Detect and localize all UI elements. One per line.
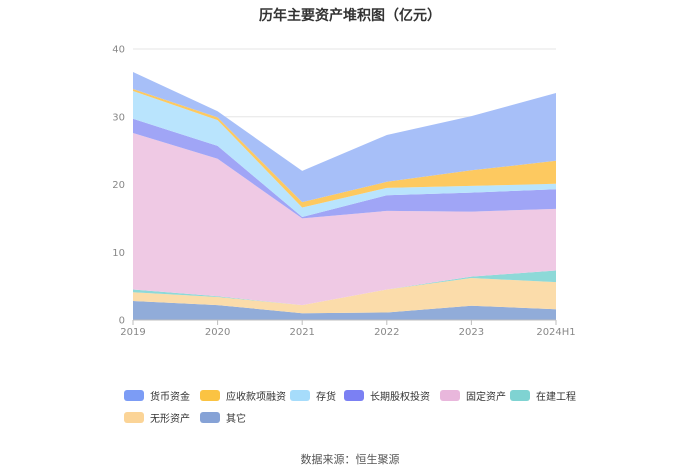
area-series (133, 133, 556, 306)
legend-item-other[interactable]: 其它 (200, 410, 246, 425)
x-tick-label: 2019 (120, 327, 145, 338)
legend-swatch (290, 390, 310, 401)
legend-label: 在建工程 (536, 392, 576, 403)
x-tick-label: 2020 (205, 327, 230, 338)
x-tick-label: 2022 (374, 327, 399, 338)
legend-label: 应收款项融资 (226, 392, 286, 403)
legend-swatch (200, 390, 220, 401)
legend-swatch (344, 390, 364, 401)
y-tick-label: 20 (112, 180, 125, 191)
legend-item-intangible[interactable]: 无形资产 (124, 410, 190, 425)
legend-swatch (124, 412, 144, 423)
legend-item-long-term-equity[interactable]: 长期股权投资 (344, 388, 430, 403)
x-tick-label: 2024H1 (536, 327, 575, 338)
chart-title: 历年主要资产堆积图（亿元） (259, 8, 441, 24)
area-series (133, 89, 556, 208)
legend-swatch (440, 390, 460, 401)
data-source: 数据来源：恒生聚源 (300, 453, 400, 466)
legend-swatch (124, 390, 144, 401)
y-tick-label: 0 (119, 316, 125, 327)
legend-item-cash[interactable]: 货币资金 (124, 388, 190, 403)
legend-label: 其它 (226, 414, 246, 425)
y-tick-label: 10 (112, 248, 125, 259)
area-series (133, 301, 556, 320)
legend-label: 货币资金 (150, 392, 190, 403)
y-tick-label: 30 (112, 112, 125, 123)
y-tick-label: 40 (112, 45, 125, 56)
legend-item-receivables-financing[interactable]: 应收款项融资 (200, 388, 286, 403)
legend-item-construction[interactable]: 在建工程 (510, 388, 576, 403)
x-tick-label: 2023 (459, 327, 484, 338)
area-series (133, 118, 556, 219)
x-tick-label: 2021 (289, 327, 314, 338)
legend-item-inventory[interactable]: 存货 (290, 388, 336, 403)
legend-label: 长期股权投资 (370, 392, 430, 403)
area-series (133, 278, 556, 314)
area-series (133, 270, 556, 306)
legend-swatch (200, 412, 220, 423)
area-series (133, 72, 556, 203)
legend-label: 无形资产 (150, 414, 190, 425)
legend-label: 存货 (316, 392, 336, 403)
legend-swatch (510, 390, 530, 401)
legend-label: 固定资产 (466, 392, 506, 403)
legend-item-fixed-assets[interactable]: 固定资产 (440, 388, 506, 403)
